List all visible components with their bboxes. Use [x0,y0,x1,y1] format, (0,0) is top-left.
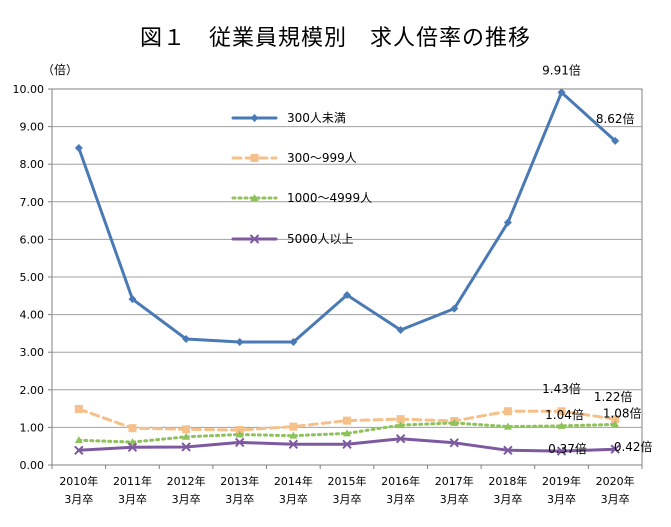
legend-label: 5000人以上 [287,232,354,246]
x-tick-label: 3月卒 [225,492,254,506]
x-tick-label: 2012年 [167,474,206,488]
x-tick-label: 3月卒 [279,492,308,506]
y-tick-label: 6.00 [20,233,45,246]
data-point [128,438,137,446]
x-tick-label: 2015年 [328,474,367,488]
legend-label: 300～999人 [287,151,357,165]
x-tick-label: 2019年 [542,474,581,488]
x-tick-label: 3月卒 [172,492,201,506]
data-point [503,407,512,416]
data-label: 1.08倍 [603,405,642,420]
x-tick-label: 2010年 [59,474,98,488]
y-tick-label: 5.00 [20,271,45,284]
data-point [395,433,406,444]
data-point [74,436,83,444]
data-point [182,335,191,344]
x-tick-label: 3月卒 [493,492,522,506]
data-label: 9.91倍 [542,62,581,77]
data-point [289,431,298,439]
x-tick-label: 2016年 [381,474,420,488]
y-tick-label: 7.00 [20,196,45,209]
data-point [288,439,299,450]
data-point [557,421,566,429]
data-point [611,420,620,428]
data-point [128,424,137,433]
data-point [235,437,245,448]
data-label: 1.22倍 [594,389,633,404]
data-label: 0.37倍 [548,441,587,456]
y-tick-label: 0.00 [20,459,45,472]
x-tick-label: 3月卒 [64,492,93,506]
y-tick-label: 8.00 [20,158,45,171]
x-tick-label: 3月卒 [547,492,576,506]
data-point [343,429,351,437]
data-point [557,88,566,97]
data-point [450,418,459,426]
data-point [611,136,620,145]
x-tick-label: 3月卒 [386,492,415,506]
x-tick-label: 3月卒 [333,492,362,506]
data-point [235,338,244,347]
data-point [342,439,352,450]
data-point [503,218,512,227]
x-tick-label: 2011年 [113,474,152,488]
legend-marker [250,114,259,122]
legend-marker [249,234,260,244]
data-point [235,430,244,438]
y-tick-label: 9.00 [20,121,45,134]
data-point [503,422,512,430]
x-tick-label: 3月卒 [440,492,469,506]
data-label: 0.42倍 [614,439,653,454]
y-tick-label: 4.00 [20,309,45,322]
data-point [503,445,513,456]
data-point [235,426,244,435]
data-label: 8.62倍 [596,111,635,126]
x-tick-label: 3月卒 [118,492,147,506]
data-point [343,291,351,300]
chart-title: 図１ 従業員規模別 求人倍率の推移 [139,26,531,51]
data-point [343,416,351,425]
data-point [556,446,567,456]
x-tick-label: 2014年 [274,474,313,488]
y-tick-label: 2.00 [20,384,45,397]
data-point [74,404,83,413]
data-point [450,304,459,313]
series-line-0 [77,90,617,344]
x-tick-label: 2018年 [488,474,527,488]
data-point [128,295,137,304]
data-point [74,144,83,153]
x-tick-label: 2017年 [435,474,474,488]
y-tick-label: 1.00 [20,421,45,434]
data-point [181,442,191,452]
data-point [289,338,298,347]
x-tick-label: 3月卒 [601,492,630,506]
data-point [396,415,405,424]
x-tick-label: 2013年 [220,474,259,488]
data-point [396,421,405,429]
y-tick-label: 3.00 [20,346,45,359]
y-tick-label: 10.00 [13,83,45,96]
y-axis-label: （倍） [42,62,78,77]
legend-label: 1000～4999人 [287,191,372,205]
data-label: 1.43倍 [542,381,581,396]
data-point [182,432,191,440]
data-point [289,422,298,431]
legend-marker [250,154,259,162]
legend-label: 300人未満 [287,111,346,125]
data-point [611,415,620,424]
data-point [557,407,566,416]
data-point [182,425,191,434]
data-point [396,326,405,335]
data-point [127,442,138,453]
data-label: 1.04倍 [545,407,584,422]
legend-marker [250,194,259,201]
data-point [449,438,459,448]
data-point [610,444,620,454]
x-tick-label: 2020年 [596,474,635,488]
data-point [74,445,84,456]
